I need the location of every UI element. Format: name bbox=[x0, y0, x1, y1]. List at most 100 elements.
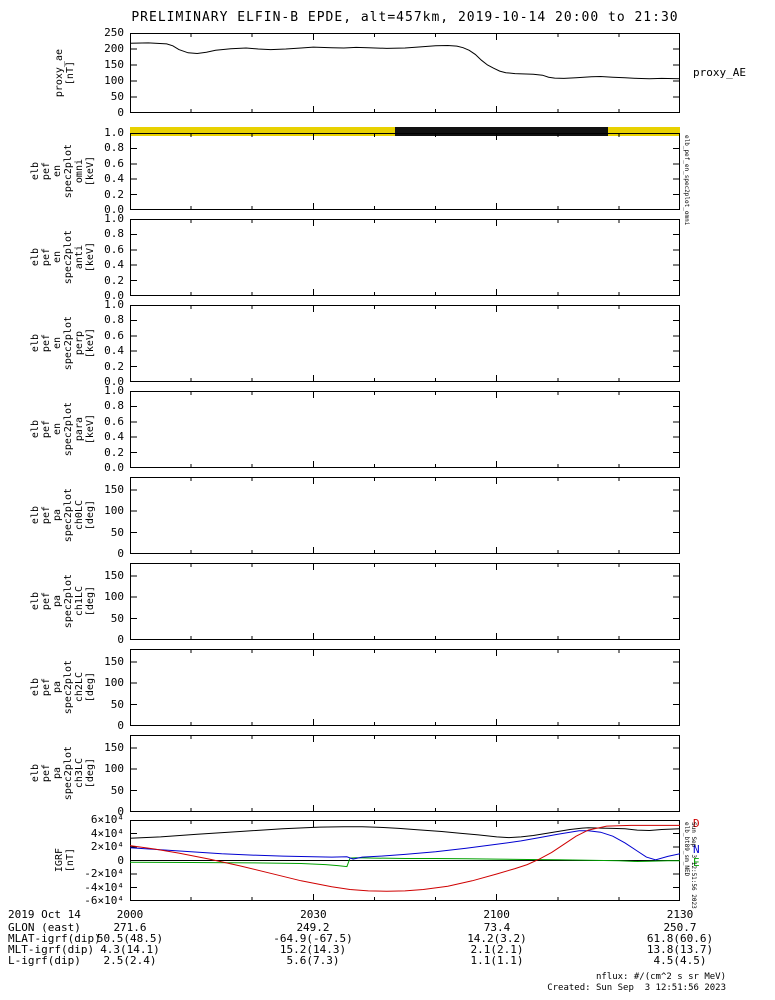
panel-svg-pa-spec-ch3LC bbox=[129, 735, 681, 813]
y-axis-label-line: ch3LC bbox=[74, 758, 85, 789]
y-tick-label: 2×10⁴ bbox=[90, 840, 124, 853]
y-axis-label-igrf: IGRF [nT] bbox=[24, 820, 76, 901]
panel-svg-proxy_ae bbox=[129, 32, 681, 114]
y-axis-label-line: proxy_ae bbox=[54, 48, 65, 98]
y-tick-label: 0.0 bbox=[104, 203, 124, 216]
right-vertical-label: elb_bt89_sm_NED bbox=[683, 822, 690, 877]
y-axis-label-line: pef bbox=[41, 420, 52, 439]
y-tick-label: 150 bbox=[104, 482, 124, 496]
y-tick-label: 1.0 bbox=[104, 126, 124, 139]
y-axis-label-line: ch1LC bbox=[74, 586, 85, 617]
y-axis-label-line: spec2plot bbox=[63, 144, 74, 199]
right-label-E: E bbox=[693, 856, 700, 870]
panel-en-spec-para bbox=[129, 390, 681, 469]
y-axis-label-line: [keV] bbox=[85, 414, 96, 445]
y-tick-label: 1.0 bbox=[104, 384, 124, 397]
y-axis-label-line: [deg] bbox=[85, 672, 96, 703]
y-tick-label: 150 bbox=[104, 740, 124, 754]
y-tick-label: 0.6 bbox=[104, 328, 124, 342]
y-tick-label: 100 bbox=[104, 504, 124, 518]
series-D-red bbox=[129, 824, 680, 892]
footer-value: 249.2 bbox=[296, 921, 330, 934]
y-tick-label: 250 bbox=[104, 26, 124, 39]
y-tick-label: 50 bbox=[110, 611, 124, 625]
footer-row-label: GLON (east) bbox=[8, 921, 81, 934]
y-tick-label: 150 bbox=[104, 654, 124, 668]
y-axis-label-line: [deg] bbox=[85, 758, 96, 789]
y-tick-label: 0.4 bbox=[104, 172, 124, 186]
y-tick-label: 0.6 bbox=[104, 414, 124, 428]
y-tick-label: 0 bbox=[117, 106, 124, 119]
right-label-proxy_AE: proxy_AE bbox=[693, 66, 746, 79]
panel-svg-sun-eclipse-bar bbox=[130, 127, 680, 136]
y-axis-label-line: omni bbox=[74, 159, 85, 184]
footer-value: 250.7 bbox=[663, 921, 697, 934]
footer-value: 61.8(60.6) bbox=[646, 932, 714, 945]
footer-value: 4.3(14.1) bbox=[100, 943, 160, 956]
panel-svg-en-spec-anti bbox=[129, 218, 681, 297]
panel-en-spec-anti bbox=[129, 218, 681, 297]
y-tick-label: 50 bbox=[110, 90, 124, 103]
right-label-D: D bbox=[693, 817, 700, 831]
y-tick-label: 0.2 bbox=[104, 273, 124, 287]
panel-pa-spec-ch1LC bbox=[129, 563, 681, 641]
y-axis-label-line: pa bbox=[52, 767, 63, 780]
x-axis-date-label: 2019 Oct 14 bbox=[8, 908, 81, 921]
panel-en-spec-perp bbox=[129, 304, 681, 383]
y-tick-label: 0.8 bbox=[104, 313, 124, 327]
footer-value: 2.1(2.1) bbox=[470, 943, 524, 956]
y-tick-label: -2×10⁴ bbox=[84, 867, 124, 880]
y-tick-label: 200 bbox=[104, 42, 124, 55]
x-tick-label: 2130 bbox=[666, 908, 694, 921]
series-E-green bbox=[129, 857, 680, 868]
panel-svg-igrf bbox=[129, 819, 681, 902]
y-tick-label: 100 bbox=[104, 74, 124, 87]
y-tick-label: 1.0 bbox=[104, 298, 124, 311]
panel-pa-spec-ch0LC bbox=[129, 477, 681, 555]
plot-title: PRELIMINARY ELFIN-B EPDE, alt=457km, 201… bbox=[131, 10, 679, 25]
y-tick-label: 100 bbox=[104, 590, 124, 604]
right-vertical-label: elb_pef_en_spec2plot_omni bbox=[683, 135, 690, 226]
y-axis-label-line: [deg] bbox=[85, 586, 96, 617]
y-axis-label-line: [nT] bbox=[65, 848, 76, 873]
footer-value: 73.4 bbox=[483, 921, 511, 934]
y-tick-label: 0.0 bbox=[104, 375, 124, 388]
y-axis-label-line: elb bbox=[30, 592, 41, 611]
y-tick-label: 150 bbox=[104, 568, 124, 582]
y-axis-label-pa-spec-ch0LC: elb pef pa spec2plot ch0LC [deg] bbox=[24, 477, 96, 554]
footer-value: 13.8(13.7) bbox=[646, 943, 714, 956]
y-tick-label: 0.0 bbox=[104, 289, 124, 302]
y-axis-label-line: elb bbox=[30, 420, 41, 439]
x-tick-label: 2030 bbox=[300, 908, 327, 921]
panel-svg-pa-spec-ch0LC bbox=[129, 477, 681, 555]
y-tick-label: 0 bbox=[117, 547, 124, 560]
y-axis-label-line: [keV] bbox=[85, 156, 96, 187]
created-note: Created: Sun Sep 3 12:51:56 2023 bbox=[547, 983, 726, 993]
panel-en-spec-omni bbox=[129, 132, 681, 211]
footer-value: 15.2(14.3) bbox=[279, 943, 347, 956]
y-axis-label-line: en bbox=[52, 337, 63, 350]
y-tick-label: 0.0 bbox=[104, 461, 124, 474]
y-tick-label: 0.2 bbox=[104, 359, 124, 373]
panel-pa-spec-ch3LC bbox=[129, 735, 681, 813]
y-axis-label-line: [keV] bbox=[85, 242, 96, 273]
panel-svg-pa-spec-ch2LC bbox=[129, 649, 681, 727]
y-tick-label: 0.4 bbox=[104, 258, 124, 272]
footer-value: 5.6(7.3) bbox=[286, 954, 340, 967]
y-tick-label: 50 bbox=[110, 783, 124, 797]
series-N-blue bbox=[129, 830, 681, 861]
y-axis-label-line: pef bbox=[41, 162, 52, 181]
y-axis-label-line: spec2plot bbox=[63, 660, 74, 715]
y-axis-label-line: pa bbox=[52, 595, 63, 608]
y-axis-label-line: pef bbox=[41, 764, 52, 783]
y-axis-label-line: spec2plot bbox=[63, 574, 74, 629]
y-axis-label-line: spec2plot bbox=[63, 402, 74, 457]
footer-row-label: MLT-igrf(dip) bbox=[8, 943, 95, 956]
y-axis-label-line: elb bbox=[30, 506, 41, 525]
y-axis-label-line: pef bbox=[41, 334, 52, 353]
y-axis-label-en-spec-perp: elb pef en spec2plot perp [keV] bbox=[24, 305, 96, 382]
panel-igrf bbox=[129, 819, 681, 902]
y-axis-label-line: elb bbox=[30, 334, 41, 353]
footer-row-label: L-igrf(dip) bbox=[8, 954, 81, 967]
footer-value: -64.9(-67.5) bbox=[273, 932, 353, 945]
